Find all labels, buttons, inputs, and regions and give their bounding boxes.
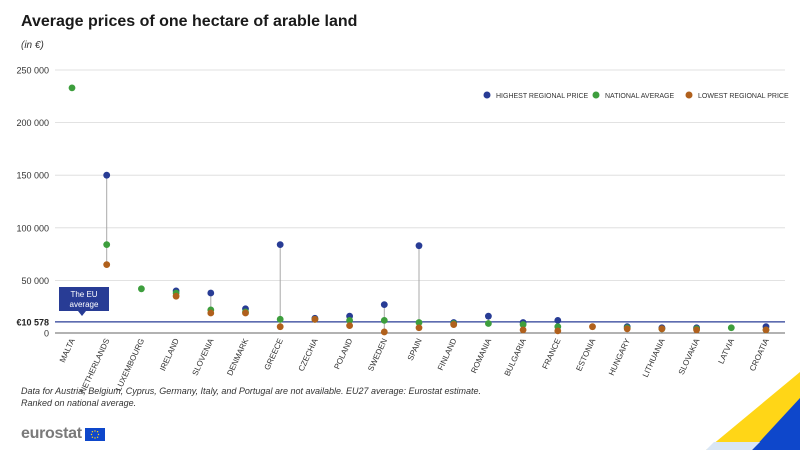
x-tick-label: FINLAND — [436, 337, 459, 372]
footnote-line-1: Data for Austria, Belgium, Cyprus, Germa… — [21, 386, 482, 396]
highest-dot — [103, 171, 111, 179]
eurostat-logo: eurostat — [21, 425, 105, 443]
eu-average-annotation-line-1: The EU — [70, 290, 97, 299]
highest-dot — [554, 316, 562, 324]
x-tick-label: MALTA — [58, 336, 77, 364]
x-tick-label: SPAIN — [406, 337, 424, 362]
eu-flag-icon — [84, 427, 105, 441]
lowest-dot — [693, 326, 700, 334]
lowest-dot — [276, 323, 284, 331]
y-tick-label: 0 — [44, 329, 49, 339]
x-tick-label: LITHUANIA — [641, 336, 667, 378]
footnote-line-2: Ranked on national average. — [21, 398, 137, 408]
legend-highest-marker — [483, 91, 491, 99]
legend-lowest-marker — [685, 91, 693, 99]
y-tick-label: 150 000 — [16, 171, 49, 181]
highest-dot — [415, 242, 423, 250]
x-tick-label: POLAND — [332, 337, 354, 371]
lowest-dot — [519, 326, 527, 334]
eu-average-box-pointer — [78, 311, 86, 316]
national-dot — [138, 285, 145, 293]
lowest-dot — [589, 323, 596, 331]
y-tick-label: 200 000 — [16, 118, 49, 128]
lowest-dot — [623, 325, 631, 333]
x-tick-label: BULGARIA — [503, 336, 529, 377]
highest-dot — [276, 241, 284, 249]
x-tick-label: LATVIA — [717, 336, 737, 365]
eu-average-box — [59, 287, 109, 311]
highest-dot — [485, 312, 492, 320]
logo-text: eurostat — [21, 425, 82, 442]
national-dot — [276, 315, 284, 323]
national-dot — [380, 316, 388, 324]
highest-dot — [207, 289, 215, 297]
x-tick-label: IRELAND — [158, 337, 181, 372]
highest-dot — [380, 301, 388, 308]
national-dot — [346, 316, 353, 324]
corner-decoration-light — [706, 442, 760, 450]
y-tick-label: 250 000 — [16, 66, 49, 76]
footnote: Data for Austria, Belgium, Cyprus, Germa… — [21, 385, 541, 409]
x-tick-label: SLOVAKIA — [677, 336, 702, 376]
x-tick-label: FRANCE — [541, 337, 563, 371]
chart-title: Average prices of one hectare of arable … — [21, 13, 358, 30]
eu-average-annotation-line-2: average — [70, 300, 99, 309]
national-dot — [415, 319, 423, 326]
national-dot — [103, 241, 111, 249]
chart-subtitle: (in €) — [21, 40, 44, 51]
lowest-dot — [311, 315, 319, 323]
x-tick-label: SLOVENIA — [191, 336, 216, 377]
y-tick-label: 100 000 — [16, 223, 49, 233]
lowest-dot — [415, 324, 423, 332]
x-tick-label: HUNGARY — [607, 336, 632, 377]
lowest-dot — [762, 326, 770, 334]
legend-national-marker — [592, 91, 600, 99]
x-tick-label: CZECHIA — [297, 336, 320, 372]
lowest-dot — [103, 261, 111, 269]
lowest-dot — [554, 327, 562, 335]
legend-lowest-label: LOWEST REGIONAL PRICE — [698, 93, 789, 100]
x-tick-label: ROMANIA — [469, 336, 493, 374]
x-tick-label: DENMARK — [225, 336, 250, 377]
corner-decoration-blue — [752, 398, 800, 450]
lowest-dot — [658, 325, 666, 333]
x-tick-label: CROATIA — [748, 336, 771, 372]
x-tick-label: SWEDEN — [366, 337, 389, 373]
national-dot — [727, 324, 735, 332]
x-tick-label: GREECE — [263, 337, 285, 371]
legend-highest-label: HIGHEST REGIONAL PRICE — [496, 93, 589, 100]
lowest-dot — [380, 328, 388, 336]
lowest-dot — [450, 321, 458, 328]
lowest-dot — [346, 322, 353, 330]
y-tick-label: 50 000 — [21, 276, 49, 286]
national-dot — [485, 320, 492, 327]
eu-average-value-label: €10 578 — [16, 317, 49, 327]
lowest-dot — [207, 309, 215, 317]
legend-national-label: NATIONAL AVERAGE — [605, 93, 674, 100]
lowest-dot — [172, 292, 180, 300]
national-dot — [519, 321, 527, 328]
national-dot — [68, 84, 76, 92]
lowest-dot — [242, 309, 249, 317]
x-tick-label: ESTONIA — [574, 336, 597, 372]
